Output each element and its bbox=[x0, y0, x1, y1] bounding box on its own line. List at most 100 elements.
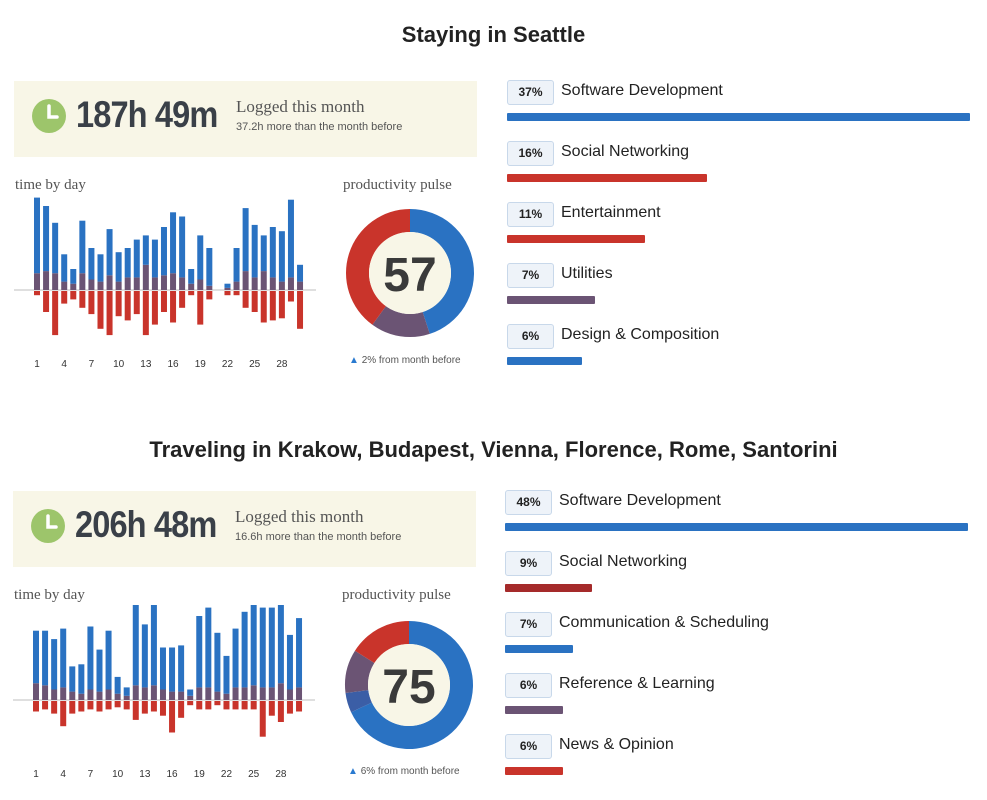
bar-purple-day-22 bbox=[224, 287, 231, 290]
bar-blue-day-24 bbox=[242, 208, 249, 272]
bar-purple-day-22 bbox=[223, 693, 230, 700]
bar-blue-day-27 bbox=[268, 607, 275, 688]
pulse-delta: ▲ 2% from month before bbox=[349, 355, 461, 366]
bar-blue-day-10 bbox=[115, 252, 122, 282]
bar-red-day-19 bbox=[196, 701, 203, 710]
bar-red-day-22 bbox=[224, 291, 231, 296]
bar-red-day-26 bbox=[260, 291, 267, 323]
bar-purple-day-6 bbox=[79, 273, 86, 290]
category-row: 6% Reference & Learning bbox=[505, 673, 975, 734]
bar-red-day-9 bbox=[106, 291, 113, 336]
bar-red-day-15 bbox=[160, 291, 167, 312]
category-bar bbox=[505, 523, 968, 531]
bar-red-day-29 bbox=[287, 291, 294, 302]
category-row: 9% Social Networking bbox=[505, 551, 975, 612]
tick-label: 22 bbox=[221, 769, 233, 780]
logged-sub: 16.6h more than the month before bbox=[235, 531, 402, 543]
logged-panel: 187h 49m Logged this month 37.2h more th… bbox=[14, 81, 477, 157]
bar-blue-day-20 bbox=[206, 248, 213, 286]
bar-red-day-5 bbox=[70, 291, 77, 300]
bar-blue-day-11 bbox=[124, 248, 131, 278]
donut-segment-2 bbox=[345, 690, 372, 713]
bar-purple-day-11 bbox=[123, 695, 130, 700]
bar-blue-day-29 bbox=[286, 634, 293, 690]
bar-red-day-19 bbox=[197, 291, 204, 325]
pulse-delta-text: 6% from month before bbox=[360, 766, 460, 777]
bar-purple-day-20 bbox=[205, 687, 212, 700]
arrow-up-icon: ▲ bbox=[348, 766, 358, 777]
bar-red-day-24 bbox=[242, 291, 249, 308]
bar-purple-day-14 bbox=[150, 685, 157, 700]
bar-blue-day-24 bbox=[241, 611, 248, 688]
bar-blue-day-17 bbox=[179, 216, 186, 278]
bar-red-day-8 bbox=[97, 291, 104, 329]
bar-blue-day-8 bbox=[97, 254, 104, 282]
tick-label: 7 bbox=[89, 359, 95, 370]
bar-blue-day-13 bbox=[141, 624, 148, 688]
bar-purple-day-4 bbox=[61, 281, 68, 290]
category-label: Utilities bbox=[561, 265, 613, 282]
bar-red-day-10 bbox=[115, 291, 122, 317]
bar-purple-day-27 bbox=[269, 277, 276, 290]
bar-blue-day-13 bbox=[142, 235, 149, 265]
bar-blue-day-2 bbox=[42, 630, 49, 686]
bar-red-day-30 bbox=[296, 701, 303, 712]
bar-purple-day-24 bbox=[241, 687, 248, 700]
bar-red-day-1 bbox=[33, 701, 39, 712]
bar-blue-day-7 bbox=[87, 626, 94, 690]
bar-red-day-12 bbox=[132, 701, 139, 720]
bar-red-day-28 bbox=[278, 291, 285, 319]
bar-red-day-13 bbox=[142, 291, 149, 336]
bar-red-day-16 bbox=[170, 291, 177, 323]
category-row: 37% Software Development bbox=[507, 80, 977, 141]
bar-blue-day-6 bbox=[78, 664, 85, 694]
bar-purple-day-29 bbox=[286, 689, 293, 700]
tick-label: 28 bbox=[275, 769, 287, 780]
bar-purple-day-8 bbox=[96, 691, 103, 700]
category-percent-badge: 37% bbox=[507, 80, 554, 105]
bar-red-day-4 bbox=[60, 701, 67, 727]
logged-sub: 37.2h more than the month before bbox=[236, 121, 403, 133]
tick-label: 25 bbox=[248, 769, 260, 780]
bar-red-day-6 bbox=[78, 701, 85, 712]
bar-purple-day-9 bbox=[105, 689, 112, 700]
bar-purple-day-10 bbox=[115, 281, 122, 290]
logged-hours: 187h 49m bbox=[76, 94, 218, 135]
bar-purple-day-26 bbox=[260, 271, 267, 290]
bar-blue-day-18 bbox=[188, 269, 195, 284]
bar-purple-day-20 bbox=[206, 285, 213, 290]
bar-blue-day-29 bbox=[287, 199, 294, 278]
category-row: 6% News & Opinion bbox=[505, 734, 975, 795]
bar-purple-day-10 bbox=[114, 693, 121, 700]
bar-red-day-17 bbox=[178, 701, 185, 718]
category-label: Software Development bbox=[559, 492, 721, 509]
bar-purple-day-8 bbox=[97, 281, 104, 290]
bar-blue-day-12 bbox=[132, 605, 139, 686]
donut-center bbox=[369, 232, 451, 314]
bar-red-day-3 bbox=[52, 291, 59, 336]
donut-segment-1 bbox=[410, 209, 474, 334]
donut-segment-3 bbox=[346, 209, 410, 325]
tick-label: 1 bbox=[34, 359, 40, 370]
bar-blue-day-1 bbox=[33, 630, 39, 684]
bar-red-day-25 bbox=[251, 291, 258, 312]
category-percent-badge: 7% bbox=[507, 263, 554, 288]
category-row: 7% Utilities bbox=[507, 263, 977, 324]
clock-icon bbox=[32, 99, 66, 133]
bar-red-day-13 bbox=[141, 701, 148, 714]
category-label: News & Opinion bbox=[559, 736, 674, 753]
time-by-day-label: time by day bbox=[15, 177, 86, 193]
bar-purple-day-1 bbox=[34, 273, 40, 290]
donut-segment-3 bbox=[345, 650, 375, 694]
category-percent-badge: 6% bbox=[505, 673, 552, 698]
category-label: Social Networking bbox=[559, 553, 688, 570]
productivity-donut: 57 bbox=[346, 209, 474, 337]
bar-purple-day-3 bbox=[51, 689, 58, 700]
bar-blue-day-5 bbox=[69, 666, 76, 692]
bar-purple-day-19 bbox=[197, 279, 204, 290]
logged-label: Logged this month bbox=[235, 507, 364, 526]
bar-blue-day-7 bbox=[88, 248, 95, 280]
bar-blue-day-1 bbox=[34, 197, 40, 274]
bar-purple-day-27 bbox=[268, 687, 275, 700]
bar-red-day-27 bbox=[269, 291, 276, 321]
